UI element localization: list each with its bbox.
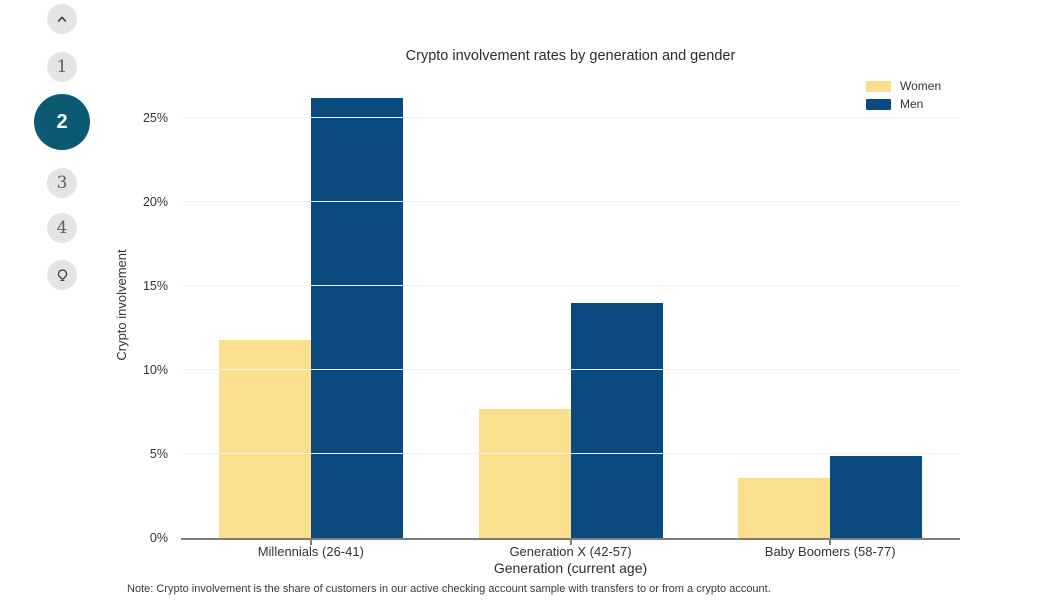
footnote: Note: Crypto involvement is the share of… — [127, 583, 771, 595]
step-label: 4 — [56, 218, 68, 238]
chart-title: Crypto involvement rates by generation a… — [405, 48, 736, 64]
x-category-labels: Millennials (26-41) Generation X (42-57) B… — [181, 544, 960, 559]
step-button-3[interactable]: 3 — [47, 168, 77, 198]
gridline-10% — [181, 369, 960, 371]
bar-women-1 — [478, 408, 571, 538]
bar-groups — [181, 98, 960, 538]
collapse-nav-button[interactable] — [47, 4, 77, 34]
x-tick — [829, 540, 832, 545]
bar-group-2 — [700, 98, 960, 538]
bar-men-1 — [570, 302, 663, 538]
bar-women-2 — [738, 477, 831, 538]
step-label: 2 — [56, 110, 68, 133]
x-category-label-2: Baby Boomers (58-77) — [764, 544, 896, 559]
bar-men-0 — [310, 98, 403, 538]
y-tick-label: 0% — [149, 531, 168, 545]
legend-label: Men — [900, 97, 924, 111]
bar-men-2 — [830, 455, 923, 538]
plot-area — [181, 98, 960, 545]
legend-swatch-women — [866, 80, 891, 92]
step-button-2-active[interactable]: 2 — [34, 94, 90, 150]
gridline-20% — [181, 201, 960, 203]
legend-swatch-men — [866, 98, 891, 110]
x-category-label-1: Generation X (42-57) — [509, 544, 632, 559]
x-axis-title: Generation (current age) — [493, 560, 648, 576]
bar-women-0 — [218, 339, 311, 538]
chevron-up-icon — [54, 11, 70, 27]
x-tick — [569, 540, 572, 545]
step-label: 3 — [56, 173, 68, 193]
chart-legend: Women Men — [866, 79, 941, 115]
y-axis: 0% 5% 10% 15% 20% 25% — [128, 98, 174, 545]
x-tick — [309, 540, 312, 545]
x-category-label-0: Millennials (26-41) — [257, 544, 364, 559]
legend-label: Women — [900, 79, 942, 93]
bar-group-0 — [181, 98, 441, 538]
y-tick-label: 15% — [142, 279, 168, 294]
bar-group-1 — [441, 98, 701, 538]
legend-item-women: Women — [866, 79, 941, 93]
step-button-1[interactable]: 1 — [47, 52, 77, 82]
lightbulb-icon — [54, 267, 71, 284]
y-tick-label: 20% — [142, 195, 168, 210]
step-button-4[interactable]: 4 — [47, 213, 77, 243]
gridline-15% — [181, 285, 960, 287]
gridline-5% — [181, 453, 960, 455]
y-tick-label: 5% — [149, 447, 168, 462]
y-tick-label: 25% — [142, 111, 168, 126]
y-tick-label: 10% — [142, 363, 168, 378]
legend-item-men: Men — [866, 97, 941, 111]
gridline-25% — [181, 117, 960, 119]
insight-button[interactable] — [47, 260, 77, 290]
step-label: 1 — [56, 57, 68, 77]
